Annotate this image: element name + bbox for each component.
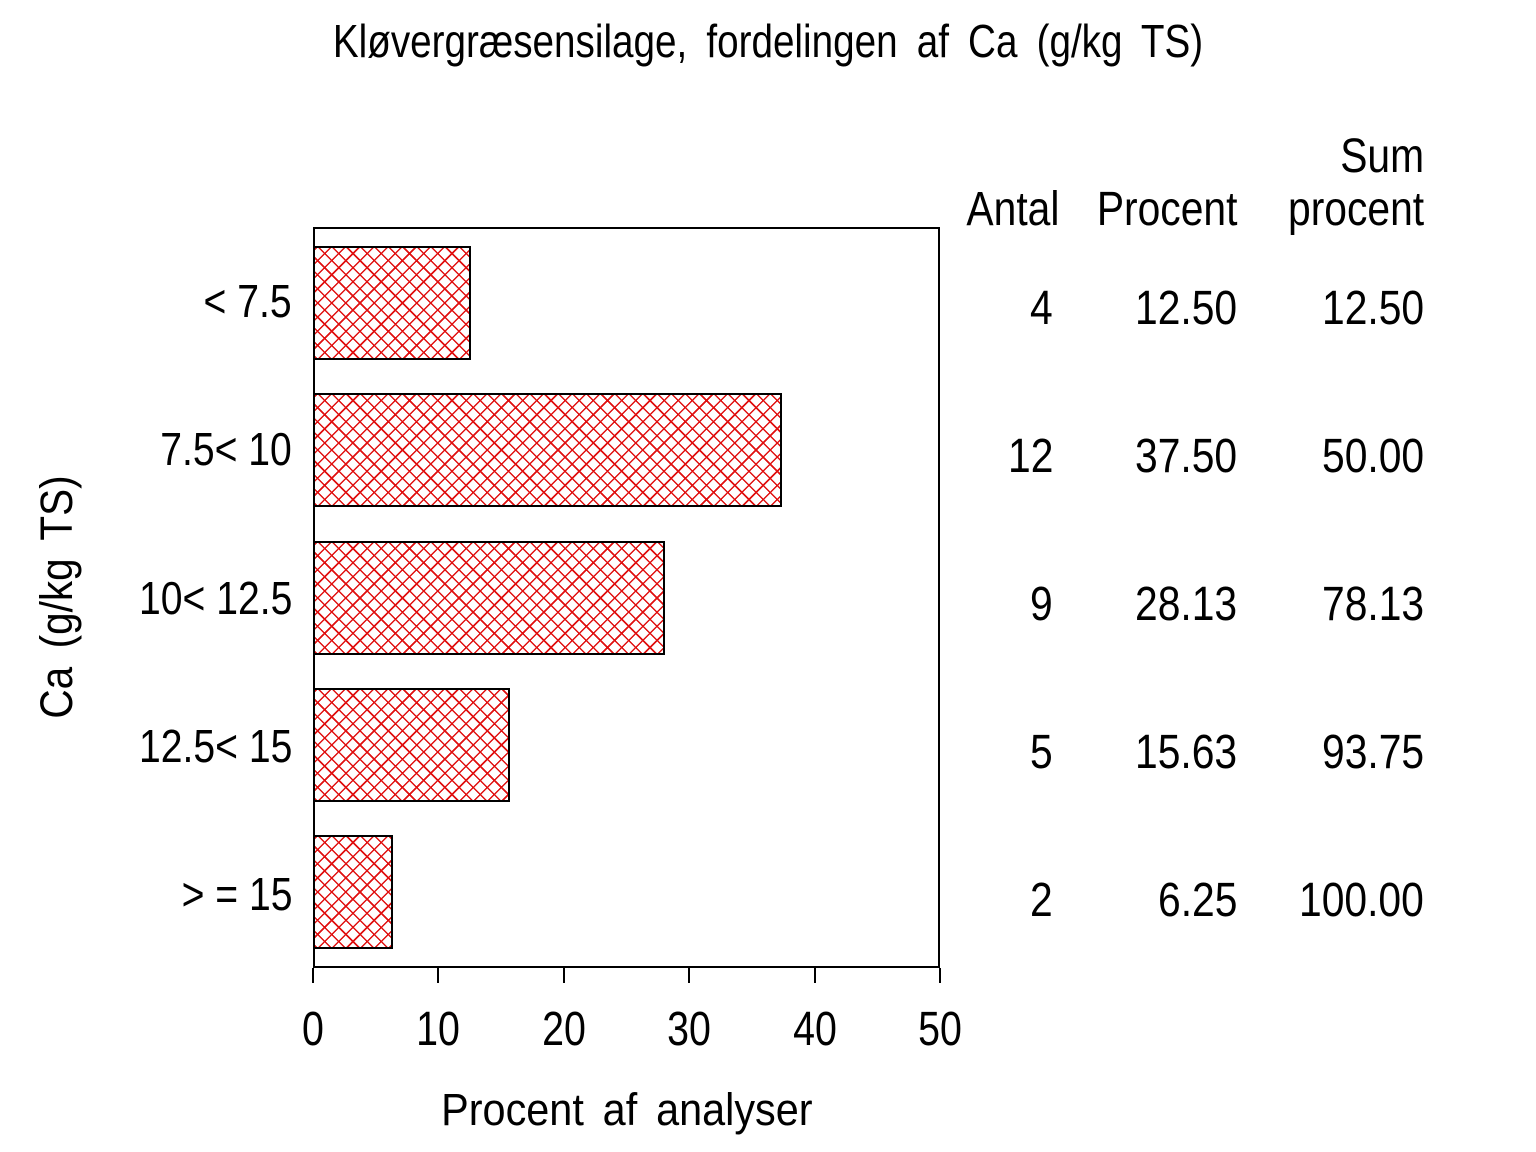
- table-cell: 28.13: [1134, 578, 1237, 631]
- table-row: 9 28.13 78.13: [950, 523, 1424, 671]
- x-tick-mark: [688, 968, 691, 983]
- bar-4: [315, 835, 393, 950]
- bar-band: [315, 229, 938, 376]
- x-tick-label: 20: [541, 1003, 586, 1056]
- y-category-label: 10< 12.5: [138, 571, 292, 624]
- table-cell: 12: [1007, 429, 1053, 483]
- table-cell: 50.00: [1321, 429, 1424, 483]
- y-category-row: > = 15: [0, 820, 292, 968]
- y-category-row: 10< 12.5: [0, 523, 292, 671]
- x-tick-label: 40: [792, 1003, 837, 1056]
- bar-band: [315, 671, 938, 818]
- bar-1: [315, 393, 783, 508]
- table-header-procent: Procent: [1096, 183, 1237, 237]
- x-tick-label: 50: [918, 1003, 962, 1056]
- table-cell: 5: [1030, 726, 1053, 780]
- y-category-row: < 7.5: [0, 227, 292, 375]
- chart-title-text: Kløvergræsensilage, fordelingen af Ca (g…: [332, 15, 1204, 67]
- table-cell: 15.63: [1134, 726, 1237, 780]
- bar-2: [315, 540, 666, 655]
- y-category-label: < 7.5: [203, 275, 292, 328]
- chart-title: Kløvergræsensilage, fordelingen af Ca (g…: [0, 14, 1536, 68]
- plot-area: [313, 227, 940, 968]
- bar-0: [315, 245, 471, 360]
- table-cell: 37.50: [1134, 429, 1237, 483]
- table-row: 2 6.25 100.00: [950, 820, 1424, 968]
- bar-3: [315, 687, 510, 802]
- y-axis-labels: < 7.5 7.5< 10 10< 12.5 12.5< 15 > = 15: [0, 227, 292, 968]
- x-axis-title-text: Procent af analyser: [440, 1084, 813, 1135]
- table-row: 4 12.50 12.50: [950, 227, 1424, 375]
- bar-band: [315, 376, 938, 523]
- x-tick-mark: [562, 968, 565, 983]
- bar-band: [315, 524, 938, 671]
- table-cell: 100.00: [1299, 874, 1424, 928]
- table-cell: 12.50: [1321, 281, 1424, 335]
- x-tick-mark: [939, 968, 941, 983]
- table-row: 5 15.63 93.75: [950, 672, 1424, 820]
- table-header-sum-procent: Sum procent: [1287, 129, 1424, 237]
- x-axis-title: Procent af analyser: [313, 1084, 940, 1136]
- table-cell: 2: [1030, 874, 1053, 928]
- table-cell: 12.50: [1134, 281, 1237, 335]
- table-header-antal: Antal: [966, 183, 1060, 237]
- x-tick-label: 30: [667, 1003, 712, 1056]
- table-cell: 4: [1030, 281, 1053, 335]
- x-tick-mark: [312, 968, 314, 983]
- y-category-label: 7.5< 10: [160, 423, 292, 476]
- table-cell: 9: [1030, 578, 1053, 631]
- y-category-row: 7.5< 10: [0, 375, 292, 523]
- y-category-label: 12.5< 15: [138, 719, 292, 772]
- y-category-label: > = 15: [181, 867, 292, 920]
- x-tick-mark: [437, 968, 440, 983]
- bar-band: [315, 819, 938, 966]
- x-tick-label: 10: [416, 1003, 461, 1056]
- table-header-row: Antal Procent Sum procent: [950, 118, 1424, 237]
- table-cell: 78.13: [1321, 578, 1424, 631]
- table-cell: 6.25: [1157, 874, 1237, 928]
- table-cell: 93.75: [1321, 726, 1424, 780]
- table-row: 12 37.50 50.00: [950, 375, 1424, 523]
- x-tick-mark: [813, 968, 816, 983]
- frequency-table: 4 12.50 12.50 12 37.50 50.00 9 28.13 78.13 5 15.63…: [950, 227, 1424, 968]
- y-category-row: 12.5< 15: [0, 672, 292, 820]
- x-tick-label: 0: [302, 1003, 324, 1056]
